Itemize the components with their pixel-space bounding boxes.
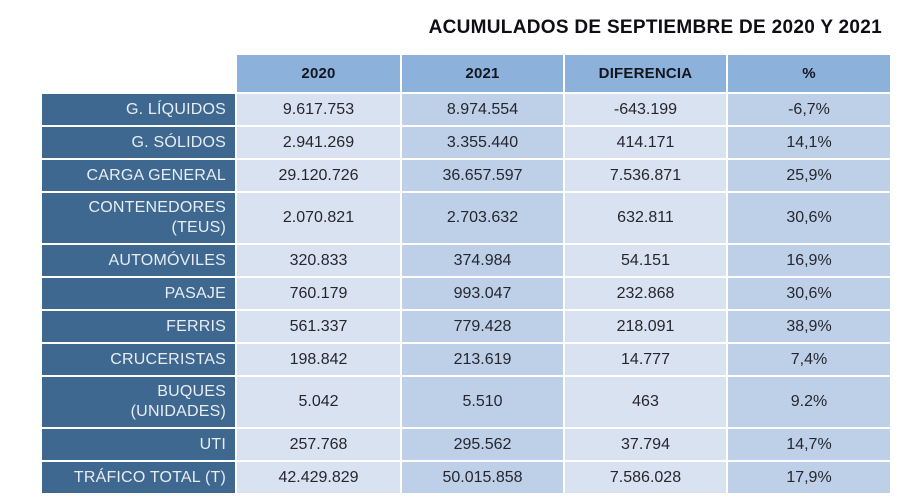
row-label-cell: TRÁFICO TOTAL (T) [42, 462, 235, 493]
row-label-cell: PASAJE [42, 278, 235, 309]
data-cell: 7.586.028 [565, 462, 726, 493]
data-cell: 14,1% [728, 127, 890, 158]
row-label-cell: FERRIS [42, 311, 235, 342]
row-label-cell: G. LÍQUIDOS [42, 94, 235, 125]
row-label-cell: G. SÓLIDOS [42, 127, 235, 158]
data-cell: 9.617.753 [237, 94, 400, 125]
data-cell: 54.151 [565, 245, 726, 276]
data-cell: 463 [565, 377, 726, 427]
data-cell: 257.768 [237, 429, 400, 460]
data-cell: -6,7% [728, 94, 890, 125]
data-cell: 2.941.269 [237, 127, 400, 158]
data-cell: -643.199 [565, 94, 726, 125]
data-cell: 29.120.726 [237, 160, 400, 191]
row-label-cell: AUTOMÓVILES [42, 245, 235, 276]
row-label-cell: CONTENEDORES (TEUS) [42, 193, 235, 243]
data-cell: 760.179 [237, 278, 400, 309]
data-cell: 38,9% [728, 311, 890, 342]
data-cell: 42.429.829 [237, 462, 400, 493]
data-cell: 561.337 [237, 311, 400, 342]
data-cell: 36.657.597 [402, 160, 563, 191]
data-cell: 2.070.821 [237, 193, 400, 243]
data-cell: 30,6% [728, 193, 890, 243]
data-cell: 14.777 [565, 344, 726, 375]
data-cell: 25,9% [728, 160, 890, 191]
data-cell: 320.833 [237, 245, 400, 276]
data-cell: 218.091 [565, 311, 726, 342]
column-header-0: 2020 [237, 55, 400, 92]
data-cell: 50.015.858 [402, 462, 563, 493]
data-cell: 5.510 [402, 377, 563, 427]
data-cell: 213.619 [402, 344, 563, 375]
data-cell: 7,4% [728, 344, 890, 375]
row-label-cell: CRUCERISTAS [42, 344, 235, 375]
data-cell: 5.042 [237, 377, 400, 427]
data-cell: 7.536.871 [565, 160, 726, 191]
data-cell: 374.984 [402, 245, 563, 276]
data-cell: 30,6% [728, 278, 890, 309]
column-header-3: % [728, 55, 890, 92]
data-cell: 295.562 [402, 429, 563, 460]
data-cell: 17,9% [728, 462, 890, 493]
data-cell: 16,9% [728, 245, 890, 276]
data-cell: 993.047 [402, 278, 563, 309]
row-label-cell: UTI [42, 429, 235, 460]
data-cell: 14,7% [728, 429, 890, 460]
data-cell: 2.703.632 [402, 193, 563, 243]
row-label-cell: CARGA GENERAL [42, 160, 235, 191]
data-cell: 198.842 [237, 344, 400, 375]
data-cell: 8.974.554 [402, 94, 563, 125]
acumulados-table: 2020 2021 DIFERENCIA% G. LÍQUIDOS 9.617.753 8… [42, 55, 890, 493]
data-cell: 9.2% [728, 377, 890, 427]
data-cell: 414.171 [565, 127, 726, 158]
column-header-2: DIFERENCIA [565, 55, 726, 92]
data-cell: 232.868 [565, 278, 726, 309]
data-cell: 37.794 [565, 429, 726, 460]
data-cell: 3.355.440 [402, 127, 563, 158]
column-header-1: 2021 [402, 55, 563, 92]
data-cell: 779.428 [402, 311, 563, 342]
table-corner-spacer [42, 55, 235, 92]
table-title: ACUMULADOS DE SEPTIEMBRE DE 2020 Y 2021 [428, 17, 882, 38]
row-label-cell: BUQUES (UNIDADES) [42, 377, 235, 427]
data-cell: 632.811 [565, 193, 726, 243]
